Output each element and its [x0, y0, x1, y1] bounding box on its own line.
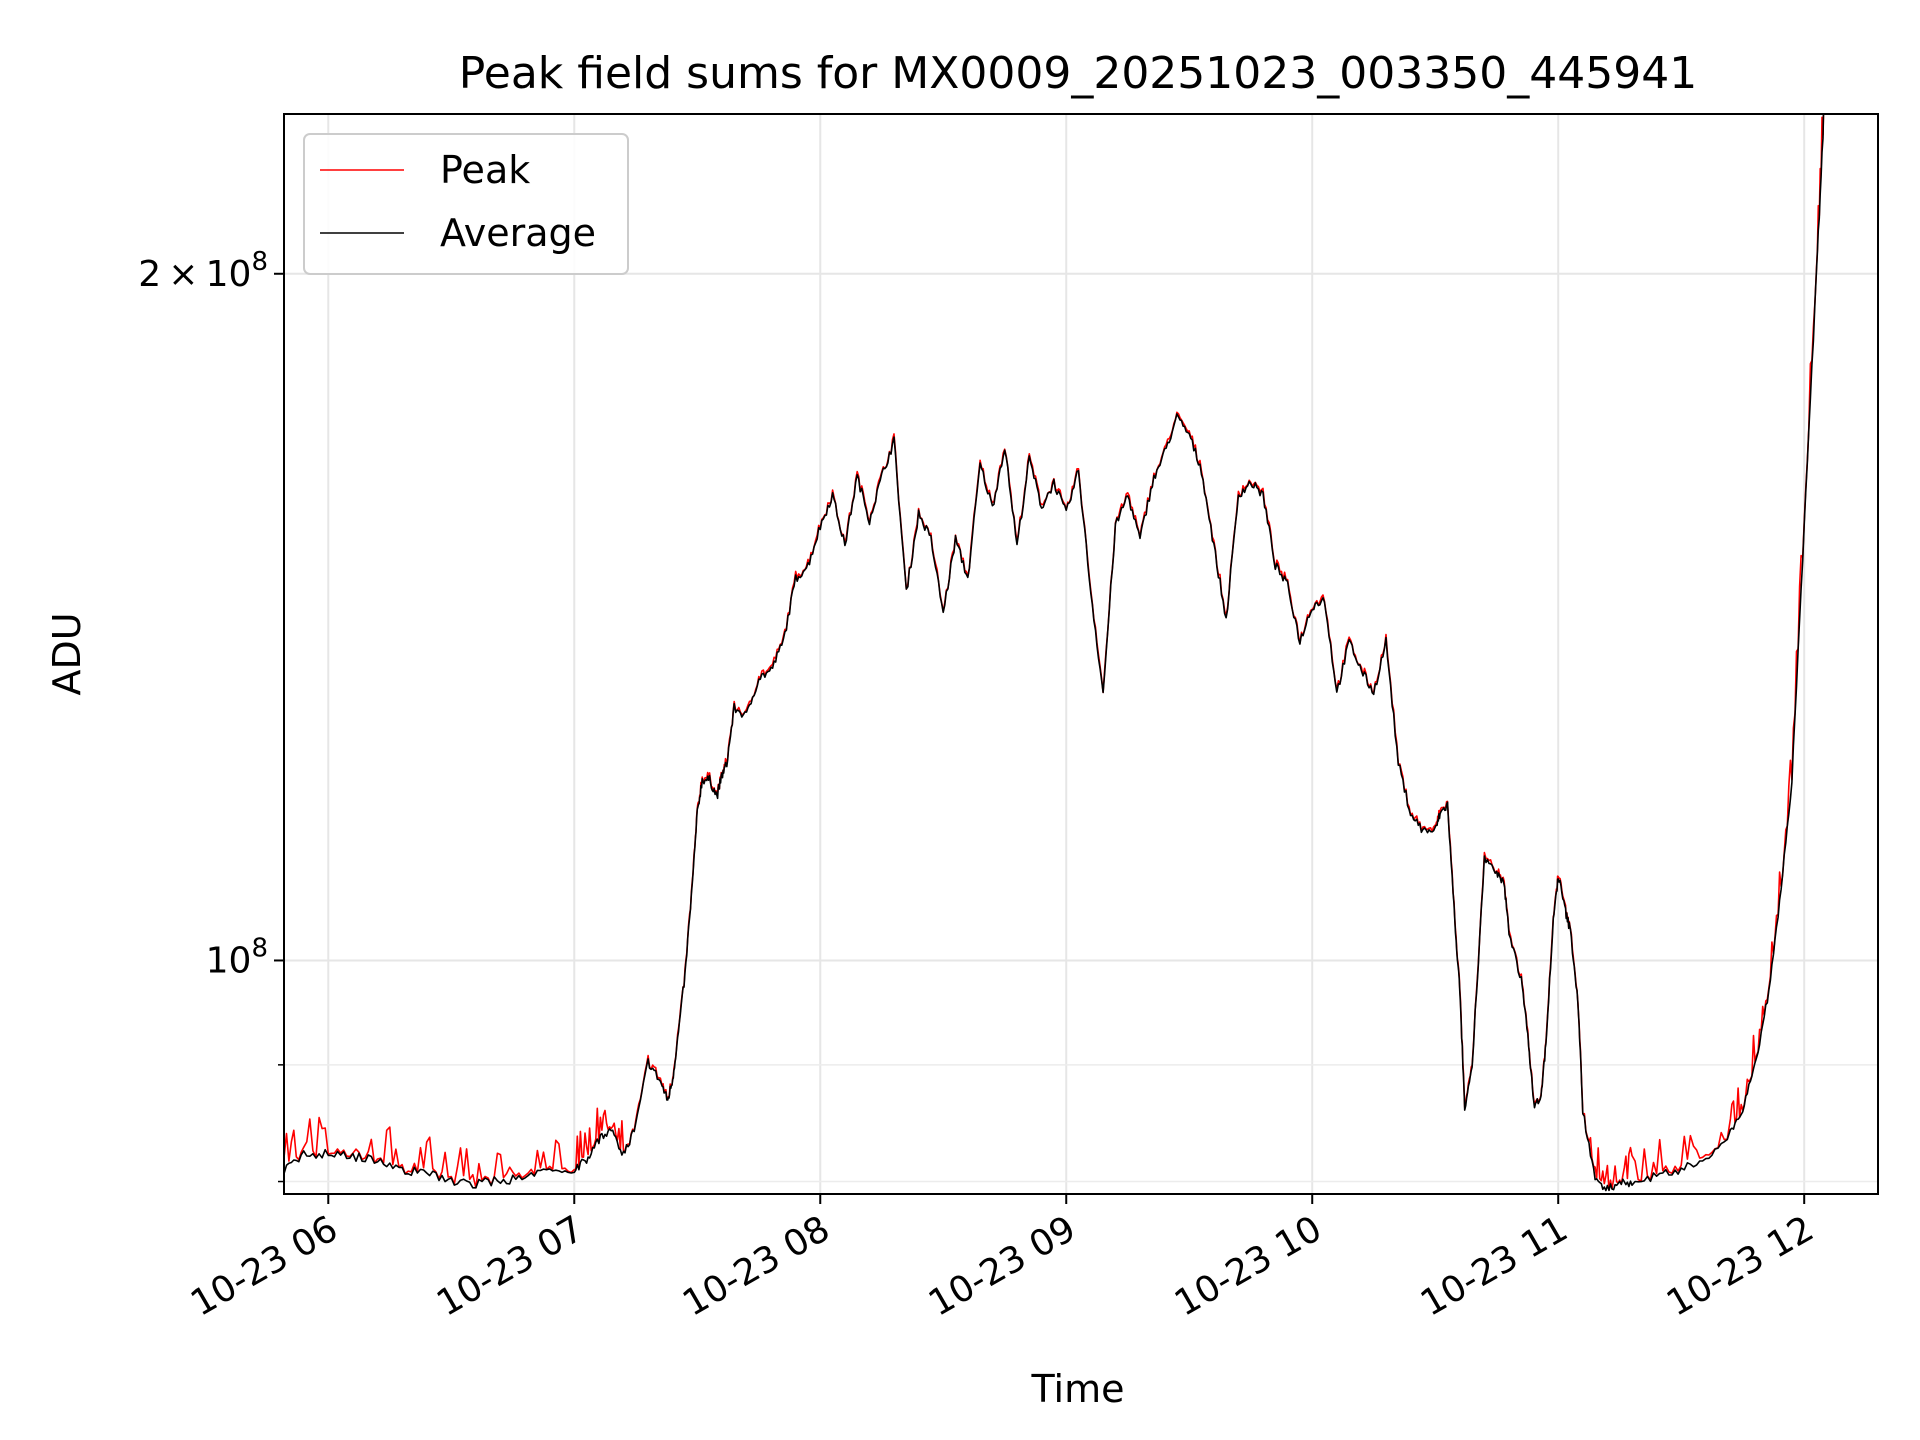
- y-axis-label: ADU: [45, 612, 89, 695]
- x-tick-label: 10-23 07: [430, 1208, 591, 1324]
- x-tick-label: 10-23 08: [676, 1208, 837, 1324]
- plot-area: [283, 113, 1879, 1195]
- y-tick-label: 108: [206, 933, 268, 981]
- series-line-average: [284, 114, 1825, 1192]
- x-tick-label: 10-23 06: [184, 1208, 345, 1324]
- y-tick-label: 2 × 108: [138, 247, 268, 295]
- legend-label-average: Average: [440, 211, 596, 255]
- x-tick-label: 10-23 11: [1414, 1208, 1575, 1324]
- plot-frame: [283, 113, 1879, 1195]
- legend-box: [303, 133, 629, 275]
- plot-background: [284, 114, 1878, 1194]
- x-axis-ticks: 10-23 06 10-23 07 10-23 08 10-23 09 10-23 10…: [184, 1194, 1821, 1325]
- x-axis-label: Time: [1031, 1367, 1125, 1411]
- legend: Peak Average: [303, 133, 629, 275]
- y-axis-ticks: 2 × 108 108: [138, 247, 284, 1183]
- chart-title: Peak field sums for MX0009_20251023_0033…: [459, 48, 1697, 99]
- x-tick-label: 10-23 10: [1168, 1208, 1329, 1324]
- x-tick-label: 10-23 09: [922, 1208, 1083, 1324]
- x-tick-label: 10-23 12: [1660, 1208, 1821, 1324]
- legend-label-peak: Peak: [440, 148, 530, 192]
